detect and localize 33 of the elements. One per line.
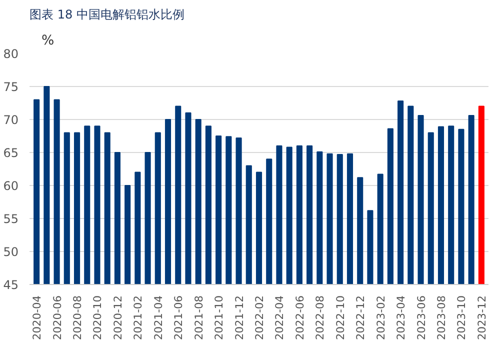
y-axis-title: % — [42, 34, 54, 48]
y-tick-label: 80 — [3, 47, 19, 61]
x-tick-label: 2022-10 — [334, 295, 347, 340]
x-tick-label: 2021-04 — [152, 295, 165, 340]
y-tick-label: 45 — [3, 278, 19, 292]
x-tick-label: 2020-10 — [91, 295, 104, 340]
y-tick-label: 60 — [3, 179, 19, 193]
chart-title: 图表 18 中国电解铝铝水比例 — [30, 8, 184, 22]
y-tick-label: 75 — [3, 80, 19, 94]
x-tick-label: 2021-08 — [192, 295, 206, 340]
x-tick-label: 2021-12 — [232, 295, 246, 340]
y-tick-label: 55 — [3, 212, 19, 226]
x-tick-label: 2022-04 — [273, 295, 286, 340]
x-tick-label: 2020-06 — [50, 295, 64, 340]
x-tick-label: 2023-12 — [475, 295, 488, 340]
x-tick-label: 2020-08 — [71, 295, 84, 340]
x-tick-label: 2021-10 — [212, 295, 226, 340]
x-tick-label: 2023-08 — [434, 295, 448, 340]
x-tick-label: 2023-06 — [414, 295, 428, 340]
x-tick-label: 2023-10 — [455, 295, 468, 340]
x-tick-label: 2023-02 — [374, 295, 388, 340]
x-tick-label: 2022-08 — [314, 295, 327, 340]
y-tick-label: 65 — [3, 146, 19, 160]
y-tick-label: 70 — [3, 113, 19, 127]
x-tick-label: 2023-04 — [394, 295, 408, 340]
x-tick-label: 2020-12 — [111, 295, 124, 340]
x-tick-label: 2020-04 — [30, 295, 44, 340]
x-tick-label: 2021-06 — [172, 295, 186, 340]
x-tick-label: 2022-12 — [354, 295, 368, 340]
x-tick-label: 2022-06 — [293, 295, 306, 340]
x-tick-label: 2022-02 — [253, 295, 266, 340]
x-tick-label: 2021-02 — [132, 295, 145, 340]
y-tick-label: 50 — [3, 245, 19, 259]
